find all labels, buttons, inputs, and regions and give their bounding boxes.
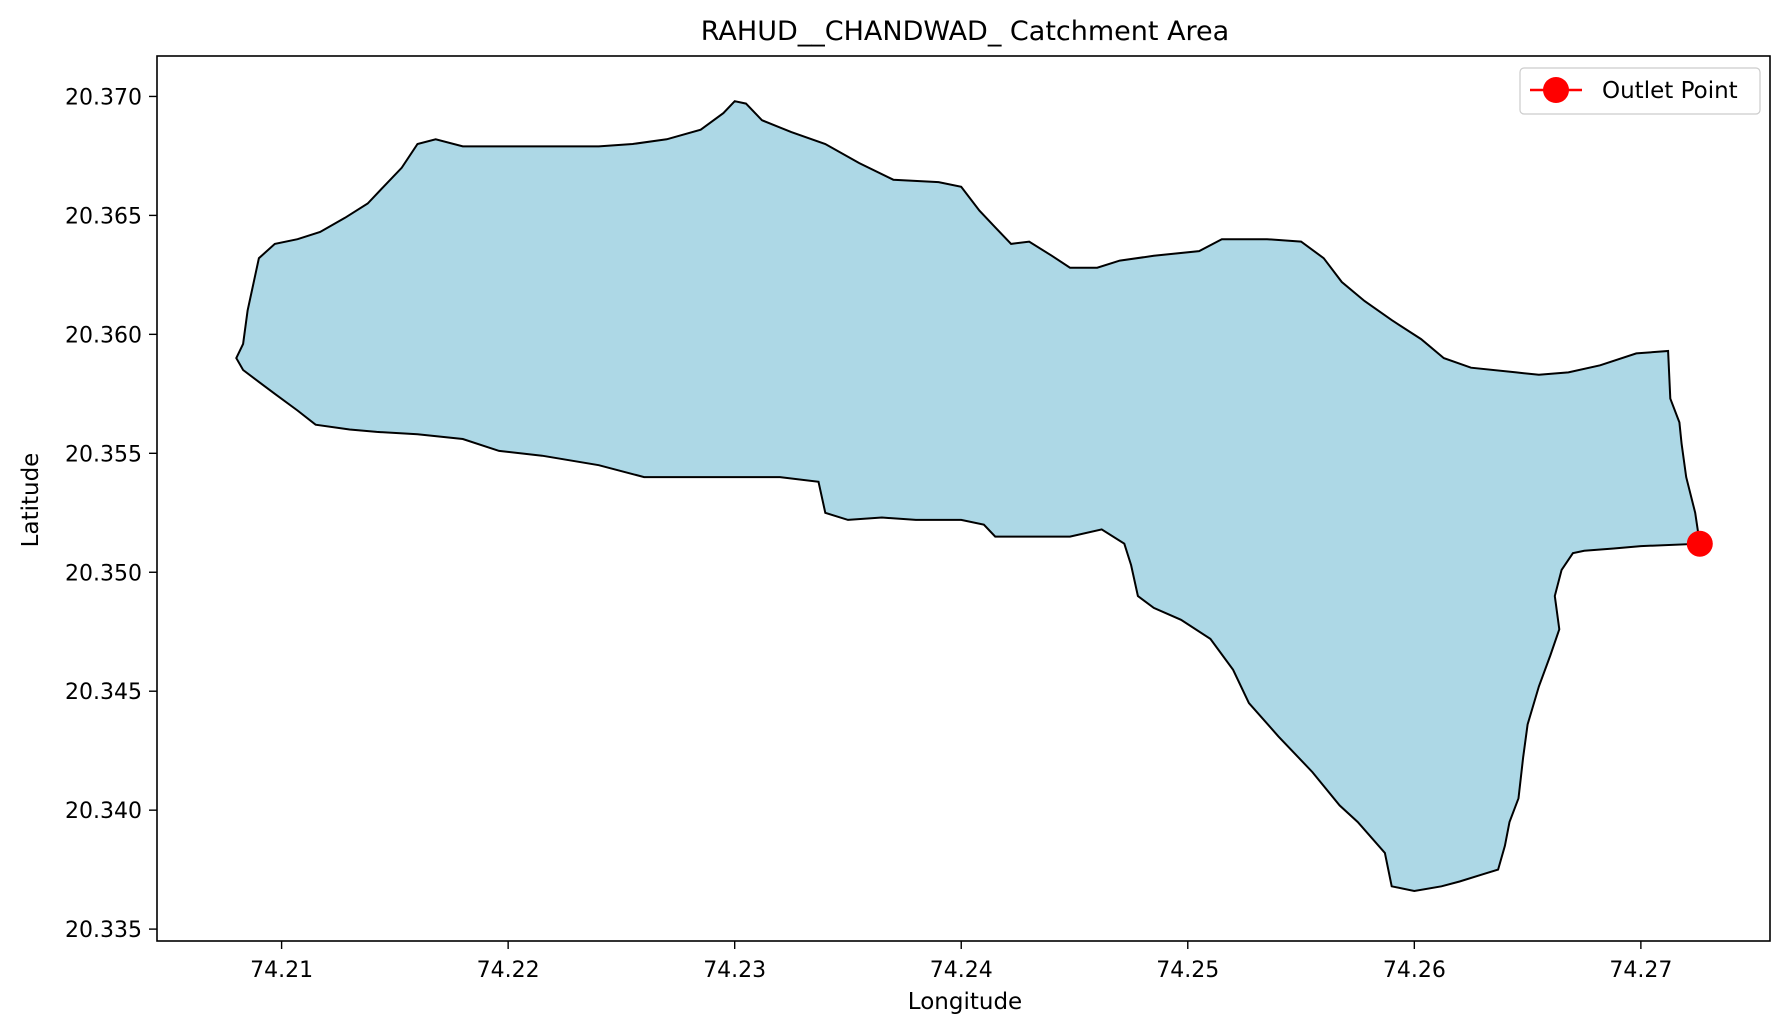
axes-frame [156,55,1771,942]
legend-entry-outlet-point: Outlet Point [1602,78,1738,104]
x-tick-label: 74.24 [930,958,993,983]
x-tick-label: 74.22 [477,958,540,983]
y-tick-label: 20.365 [65,204,142,229]
y-tick-label: 20.335 [65,918,142,943]
y-tick-label: 20.340 [65,799,142,824]
plot-layer [235,100,1713,893]
y-tick-label: 20.370 [65,85,142,110]
outlet-point-marker [1686,530,1713,557]
x-axis-label: Longitude [908,989,1022,1015]
x-tick-label: 74.23 [703,958,766,983]
legend: Outlet Point [1519,67,1761,115]
x-tick-label: 74.27 [1609,958,1672,983]
x-axis: 74.21 74.22 74.23 74.24 74.25 74.26 74.27 [250,941,1672,983]
y-tick-label: 20.355 [65,442,142,467]
y-tick-label: 20.345 [65,680,142,705]
x-tick-label: 74.26 [1383,958,1446,983]
legend-frame [1519,67,1761,115]
y-axis: 20.335 20.340 20.345 20.350 20.355 20.360 20.3… [65,85,157,943]
y-tick-label: 20.360 [65,323,142,348]
chart-title: RAHUD__CHANDWAD_ Catchment Area [701,16,1229,47]
legend-marker-swatch [1543,77,1569,103]
catchment-polygon [235,100,1701,893]
x-tick-label: 74.25 [1156,958,1219,983]
y-axis-label: Latitude [18,453,44,548]
y-tick-label: 20.350 [65,561,142,586]
x-tick-label: 74.21 [250,958,313,983]
